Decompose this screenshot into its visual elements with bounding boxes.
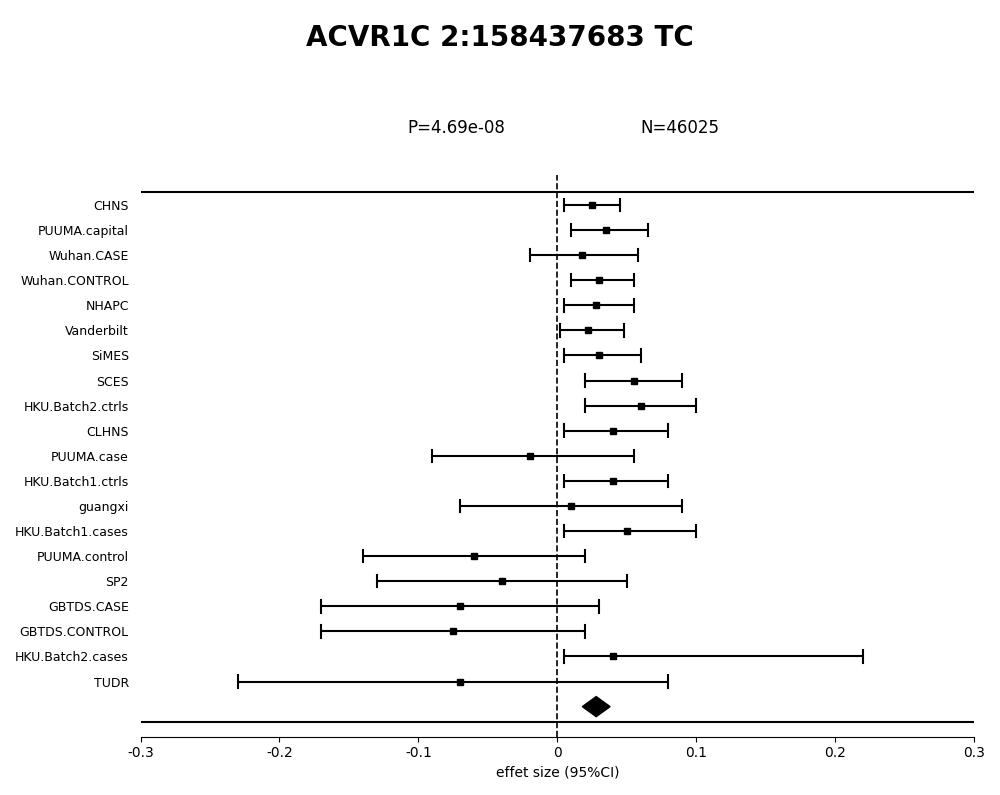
Polygon shape bbox=[582, 696, 610, 716]
Text: N=46025: N=46025 bbox=[641, 118, 720, 137]
Text: P=4.69e-08: P=4.69e-08 bbox=[407, 118, 505, 137]
X-axis label: effet size (95%CI): effet size (95%CI) bbox=[496, 766, 619, 780]
Text: ACVR1C 2:158437683 TC: ACVR1C 2:158437683 TC bbox=[306, 24, 694, 52]
